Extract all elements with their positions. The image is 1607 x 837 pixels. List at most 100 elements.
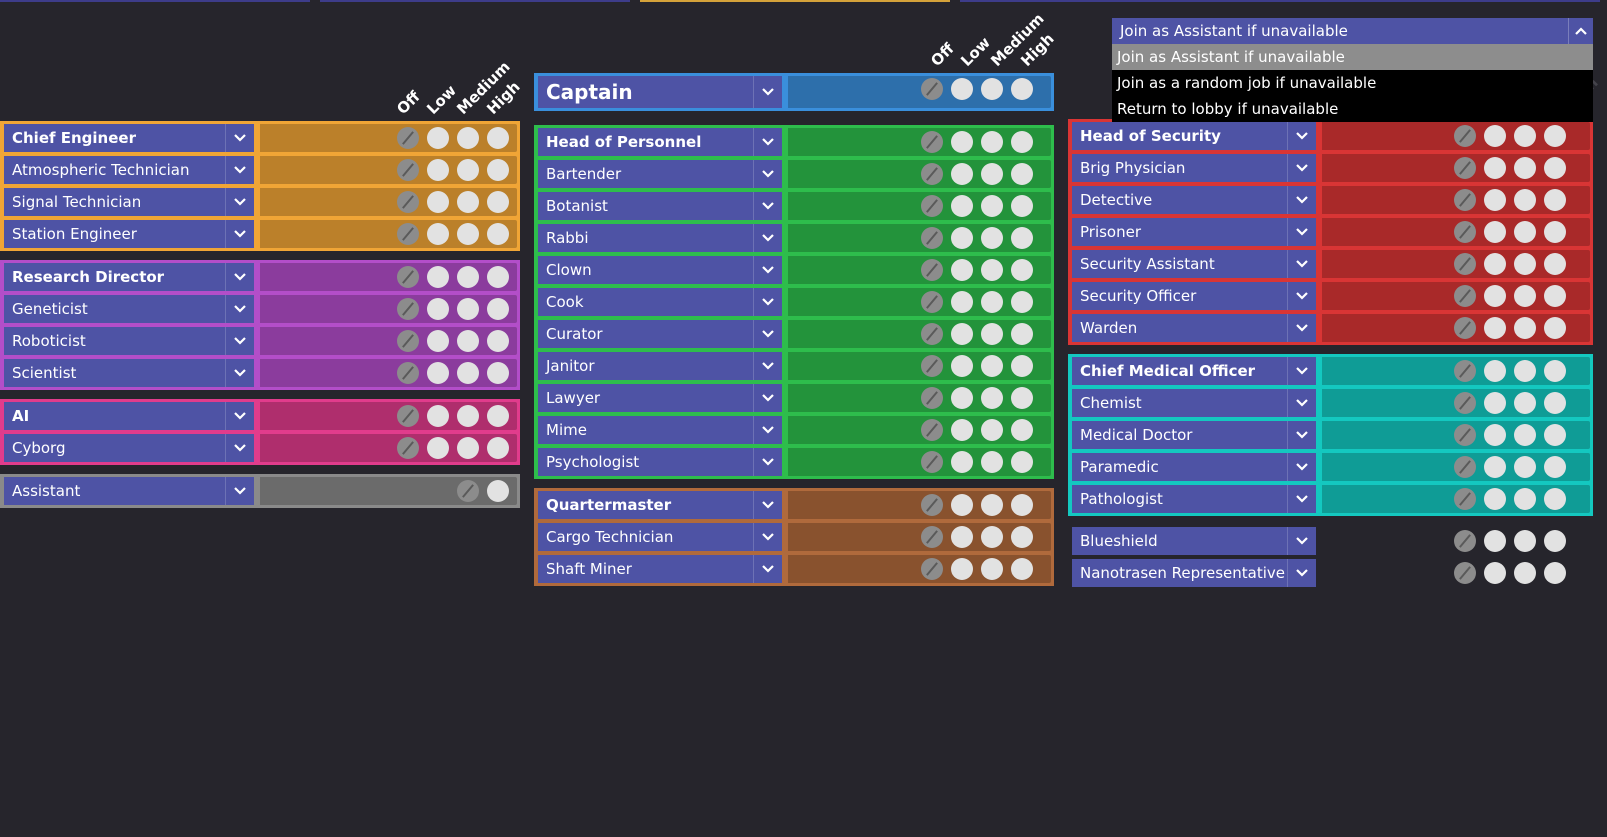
priority-low-button[interactable] <box>1484 530 1506 552</box>
priority-low-button[interactable] <box>1484 488 1506 510</box>
priority-medium-button[interactable] <box>981 131 1003 153</box>
chevron-down-icon[interactable] <box>1287 559 1316 587</box>
priority-low-button[interactable] <box>1484 456 1506 478</box>
job-button-chief-engineer[interactable]: Chief Engineer <box>4 124 254 152</box>
priority-medium-button[interactable] <box>1514 360 1536 382</box>
priority-off-button[interactable] <box>1454 157 1476 179</box>
priority-off-button[interactable] <box>397 159 419 181</box>
chevron-down-icon[interactable] <box>1287 154 1316 182</box>
priority-off-button[interactable] <box>1454 189 1476 211</box>
priority-high-button[interactable] <box>1011 355 1033 377</box>
chevron-down-icon[interactable] <box>1287 314 1316 342</box>
priority-low-button[interactable] <box>951 323 973 345</box>
job-button-research-director[interactable]: Research Director <box>4 263 254 291</box>
chevron-down-icon[interactable] <box>225 402 254 430</box>
priority-low-button[interactable] <box>427 362 449 384</box>
priority-low-button[interactable] <box>951 131 973 153</box>
priority-low-button[interactable] <box>1484 125 1506 147</box>
priority-off-button[interactable] <box>921 451 943 473</box>
job-button-detective[interactable]: Detective <box>1072 186 1316 214</box>
chevron-down-icon[interactable] <box>225 295 254 323</box>
job-button-captain[interactable]: Captain <box>538 76 782 108</box>
priority-medium-button[interactable] <box>1514 456 1536 478</box>
priority-low-button[interactable] <box>1484 392 1506 414</box>
chevron-down-icon[interactable] <box>1287 421 1316 449</box>
chevron-down-icon[interactable] <box>753 555 782 583</box>
priority-high-button[interactable] <box>487 159 509 181</box>
priority-off-button[interactable] <box>1454 456 1476 478</box>
priority-medium-button[interactable] <box>981 163 1003 185</box>
priority-off-button[interactable] <box>921 291 943 313</box>
priority-high-button[interactable] <box>1011 323 1033 345</box>
chevron-down-icon[interactable] <box>225 220 254 248</box>
priority-off-button[interactable] <box>921 355 943 377</box>
priority-high-button[interactable] <box>1544 562 1566 584</box>
priority-low-button[interactable] <box>1484 285 1506 307</box>
job-button-psychologist[interactable]: Psychologist <box>538 448 782 476</box>
priority-low-button[interactable] <box>427 127 449 149</box>
job-button-assistant[interactable]: Assistant <box>4 477 254 505</box>
priority-medium-button[interactable] <box>981 494 1003 516</box>
priority-low-button[interactable] <box>1484 221 1506 243</box>
job-button-ai[interactable]: AI <box>4 402 254 430</box>
priority-off-button[interactable] <box>921 227 943 249</box>
priority-low-button[interactable] <box>951 195 973 217</box>
chevron-down-icon[interactable] <box>1287 527 1316 555</box>
priority-low-button[interactable] <box>1484 424 1506 446</box>
priority-medium-button[interactable] <box>457 437 479 459</box>
chevron-down-icon[interactable] <box>225 477 254 505</box>
priority-medium-button[interactable] <box>457 405 479 427</box>
priority-off-button[interactable] <box>1454 392 1476 414</box>
priority-low-button[interactable] <box>1484 360 1506 382</box>
priority-medium-button[interactable] <box>1514 488 1536 510</box>
priority-off-button[interactable] <box>921 259 943 281</box>
priority-low-button[interactable] <box>427 298 449 320</box>
priority-high-button[interactable] <box>487 362 509 384</box>
chevron-down-icon[interactable] <box>225 124 254 152</box>
priority-off-button[interactable] <box>921 163 943 185</box>
job-button-nanotrasen-representative[interactable]: Nanotrasen Representative <box>1072 559 1316 587</box>
priority-off-button[interactable] <box>457 480 479 502</box>
priority-off-button[interactable] <box>1454 360 1476 382</box>
priority-high-button[interactable] <box>1011 163 1033 185</box>
priority-low-button[interactable] <box>1484 253 1506 275</box>
job-button-prisoner[interactable]: Prisoner <box>1072 218 1316 246</box>
priority-off-button[interactable] <box>921 558 943 580</box>
chevron-down-icon[interactable] <box>753 416 782 444</box>
job-button-cargo-technician[interactable]: Cargo Technician <box>538 523 782 551</box>
job-button-paramedic[interactable]: Paramedic <box>1072 453 1316 481</box>
chevron-down-icon[interactable] <box>225 188 254 216</box>
job-button-warden[interactable]: Warden <box>1072 314 1316 342</box>
priority-low-button[interactable] <box>951 451 973 473</box>
priority-high-button[interactable] <box>1011 259 1033 281</box>
priority-low-button[interactable] <box>951 419 973 441</box>
job-button-roboticist[interactable]: Roboticist <box>4 327 254 355</box>
priority-high-button[interactable] <box>1544 456 1566 478</box>
priority-off-button[interactable] <box>1454 317 1476 339</box>
priority-medium-button[interactable] <box>1514 125 1536 147</box>
priority-off-button[interactable] <box>921 131 943 153</box>
chevron-down-icon[interactable] <box>1287 357 1316 385</box>
job-button-geneticist[interactable]: Geneticist <box>4 295 254 323</box>
priority-off-button[interactable] <box>397 330 419 352</box>
priority-high-button[interactable] <box>1011 131 1033 153</box>
priority-off-button[interactable] <box>1454 253 1476 275</box>
priority-medium-button[interactable] <box>1514 530 1536 552</box>
priority-medium-button[interactable] <box>981 323 1003 345</box>
priority-medium-button[interactable] <box>1514 317 1536 339</box>
priority-off-button[interactable] <box>397 266 419 288</box>
priority-off-button[interactable] <box>397 191 419 213</box>
job-button-head-of-security[interactable]: Head of Security <box>1072 122 1316 150</box>
priority-low-button[interactable] <box>951 259 973 281</box>
chevron-up-icon[interactable] <box>1568 18 1593 44</box>
fallback-option[interactable]: Return to lobby if unavailable <box>1117 100 1339 118</box>
priority-medium-button[interactable] <box>981 291 1003 313</box>
chevron-down-icon[interactable] <box>225 156 254 184</box>
priority-low-button[interactable] <box>951 494 973 516</box>
priority-medium-button[interactable] <box>1514 562 1536 584</box>
priority-high-button[interactable] <box>1544 488 1566 510</box>
chevron-down-icon[interactable] <box>753 288 782 316</box>
job-button-rabbi[interactable]: Rabbi <box>538 224 782 252</box>
chevron-down-icon[interactable] <box>753 448 782 476</box>
priority-low-button[interactable] <box>427 159 449 181</box>
